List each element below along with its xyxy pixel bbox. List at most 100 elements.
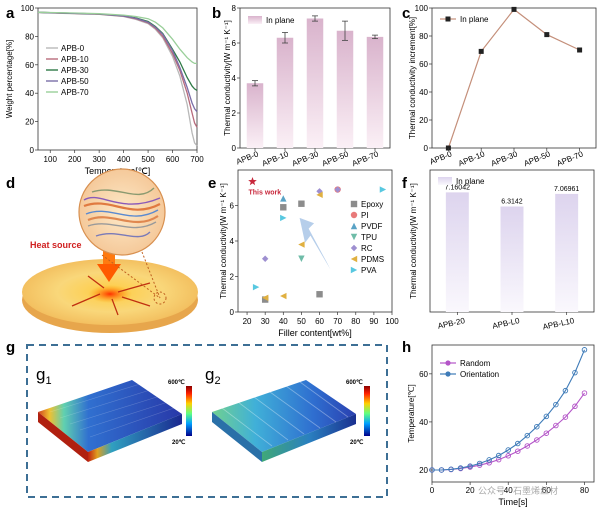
h-legend-label: Orientation bbox=[460, 370, 499, 379]
a-xtick-label: 400 bbox=[117, 155, 131, 164]
h-legend-marker bbox=[445, 371, 451, 377]
h-point-random bbox=[581, 390, 588, 396]
h-legend-marker bbox=[445, 360, 451, 366]
h-point-orientation bbox=[581, 347, 588, 353]
h-point-random bbox=[562, 414, 569, 420]
h-point-orientation bbox=[524, 432, 531, 439]
f-data-label: 7.16042 bbox=[445, 184, 470, 191]
colorbar-g1-max: 600℃ bbox=[168, 379, 185, 386]
b-xtick-label: APB-10 bbox=[261, 149, 290, 168]
b-ylabel: Thermal conductivity[W m⁻¹ K⁻¹] bbox=[223, 20, 232, 136]
c-point bbox=[544, 32, 550, 38]
e-trend-arrow bbox=[299, 217, 331, 270]
h-point-orientation bbox=[543, 413, 550, 420]
heat-spot bbox=[88, 285, 132, 303]
a-xtick-label: 200 bbox=[68, 155, 82, 164]
panel-label-b: b bbox=[212, 5, 221, 22]
h-xtick-label: 0 bbox=[430, 486, 435, 495]
h-point-random bbox=[476, 462, 483, 468]
f-legend-swatch bbox=[438, 177, 452, 185]
c-ytick-label: 100 bbox=[415, 4, 429, 13]
e-ytick-label: 6 bbox=[230, 202, 235, 211]
e-point-tpu bbox=[298, 255, 305, 262]
b-legend-label: In plane bbox=[266, 16, 295, 25]
e-this-work-label: This work bbox=[248, 190, 281, 197]
e-legend-label: PDMS bbox=[361, 255, 384, 264]
c-xtick-label: APB-10 bbox=[457, 149, 486, 168]
a-legend-label: APB-50 bbox=[61, 77, 89, 86]
h-point-orientation bbox=[457, 465, 464, 471]
h-xlabel: Time[s] bbox=[498, 497, 527, 507]
c-point bbox=[511, 6, 517, 12]
e-point-pdms bbox=[316, 191, 323, 199]
e-point-rc bbox=[334, 186, 341, 193]
h-point-random bbox=[572, 403, 578, 410]
e-legend-label: TPU bbox=[361, 233, 377, 242]
fiber-network bbox=[83, 187, 161, 238]
panel-label-e: e bbox=[208, 175, 216, 192]
e-point-pva bbox=[252, 283, 260, 291]
b-ytick-label: 2 bbox=[232, 109, 237, 118]
f-bar bbox=[555, 193, 579, 312]
heat-conduction-schematic: Heat source bbox=[22, 168, 198, 333]
a-xtick-label: 300 bbox=[92, 155, 106, 164]
zoom-guide-line bbox=[101, 254, 161, 299]
h-point-orientation bbox=[515, 440, 521, 447]
e-legend-label: PVDF bbox=[361, 222, 382, 231]
slab-g1-left bbox=[38, 412, 88, 462]
h-series-line-orientation bbox=[432, 349, 586, 471]
e-point-epoxy bbox=[298, 200, 305, 207]
e-point-pdms bbox=[298, 241, 305, 248]
f-legend-label: In plane bbox=[456, 177, 485, 186]
a-legend-label: APB-0 bbox=[61, 44, 85, 53]
slab-g1-texture bbox=[49, 383, 175, 438]
b-ytick-label: 6 bbox=[232, 39, 237, 48]
f-xtick-label: APB-20 bbox=[437, 316, 466, 331]
b-xtick-label: APB-0 bbox=[235, 149, 260, 166]
panel-label-d: d bbox=[6, 175, 15, 192]
e-point-pva bbox=[379, 186, 387, 193]
b-ytick-label: 0 bbox=[232, 144, 237, 153]
e-xtick-label: 30 bbox=[261, 317, 270, 326]
e-legend-marker bbox=[350, 233, 358, 241]
f-bar bbox=[445, 192, 469, 312]
panel-label-g: g bbox=[6, 339, 15, 356]
slab-g2-stripes bbox=[221, 381, 349, 447]
a-ytick-label: 20 bbox=[25, 118, 34, 127]
c-legend-marker bbox=[445, 16, 451, 22]
c-xtick-label: APB-50 bbox=[523, 149, 552, 168]
h-point-random bbox=[553, 422, 559, 429]
chart-f-bars: Thermal conductivity[W m⁻¹ K⁻¹] 7.16042 AP… bbox=[409, 169, 595, 332]
c-xtick-label: APB-70 bbox=[555, 149, 584, 168]
a-ytick-label: 40 bbox=[25, 89, 34, 98]
h-point-orientation bbox=[467, 463, 473, 469]
sim-label-g2: g2 bbox=[205, 365, 221, 387]
panel-label-a: a bbox=[6, 5, 15, 22]
h-point-orientation bbox=[476, 460, 483, 467]
h-point-random bbox=[515, 448, 521, 454]
h-point-orientation bbox=[562, 387, 569, 394]
a-ylabel: Weight percentage[%] bbox=[5, 40, 14, 119]
e-legend-marker bbox=[350, 266, 358, 274]
b-bar bbox=[246, 83, 264, 148]
h-ylabel: Temperature[℃] bbox=[407, 384, 416, 442]
h-ytick-label: 60 bbox=[419, 370, 428, 379]
h-point-random bbox=[534, 437, 540, 443]
chart-e-scatter: 20 30 40 50 60 70 80 90 100 0 2 4 6 Filler content[wt… bbox=[219, 169, 399, 338]
b-bar bbox=[336, 30, 354, 148]
e-ylabel: Thermal conductivity[W m⁻¹ K⁻¹] bbox=[219, 183, 228, 299]
colorbar-g2-min: 20℃ bbox=[350, 439, 364, 446]
h-point-orientation bbox=[438, 467, 445, 473]
e-xtick-label: 50 bbox=[297, 317, 306, 326]
e-xtick-label: 60 bbox=[315, 317, 324, 326]
e-point-pva bbox=[280, 214, 287, 222]
e-legend-label: Epoxy bbox=[361, 200, 383, 209]
f-xtick-label: APB-L0 bbox=[492, 316, 521, 331]
h-point-orientation bbox=[448, 466, 454, 473]
h-point-orientation bbox=[486, 457, 492, 463]
sim-label-g1: g1 bbox=[36, 365, 52, 387]
a-xtick-label: 700 bbox=[190, 155, 204, 164]
h-xtick-label: 40 bbox=[504, 486, 513, 495]
